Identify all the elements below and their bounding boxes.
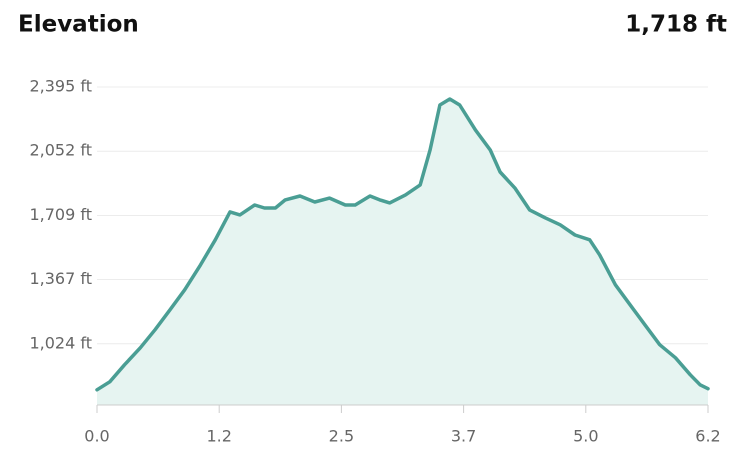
y-tick-label: 1,024 ft xyxy=(29,333,92,352)
x-tick-label: 5.0 xyxy=(573,427,598,446)
y-tick-label: 2,052 ft xyxy=(29,141,92,160)
x-tick-label: 1.2 xyxy=(206,427,231,446)
y-tick-label: 1,709 ft xyxy=(29,205,92,224)
y-tick-label: 1,367 ft xyxy=(29,269,92,288)
elevation-area xyxy=(97,99,708,405)
x-tick-label: 2.5 xyxy=(329,427,354,446)
x-tick-label: 0.0 xyxy=(84,427,109,446)
y-tick-label: 2,395 ft xyxy=(29,77,92,96)
x-tick-label: 6.2 xyxy=(695,427,720,446)
x-tick-label: 3.7 xyxy=(451,427,476,446)
elevation-line xyxy=(95,97,710,392)
chart-title: Elevation xyxy=(18,12,139,38)
total-elevation: 1,718 ft xyxy=(625,12,727,38)
